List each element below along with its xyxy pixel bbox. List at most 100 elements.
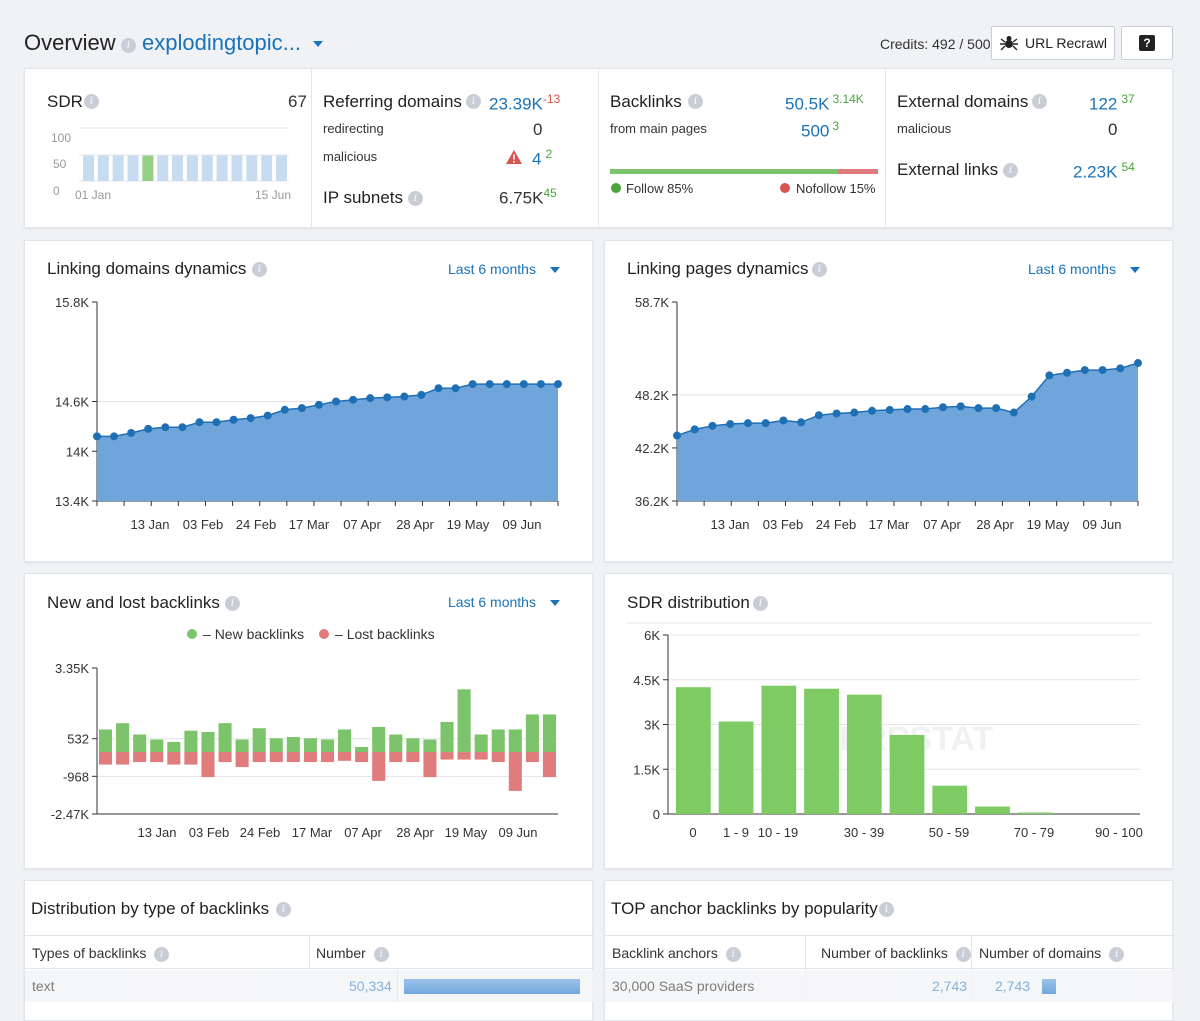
newlost-lost-bar bbox=[423, 752, 437, 778]
domains-y-tick: 15.8K bbox=[55, 295, 89, 310]
info-icon[interactable]: i bbox=[1032, 94, 1047, 109]
col-number[interactable]: Number i bbox=[316, 945, 389, 962]
newlost-new-bar bbox=[184, 730, 198, 753]
external-links-value[interactable]: 2.23K 54 bbox=[1073, 160, 1135, 183]
newlost-lost-bar bbox=[252, 752, 266, 763]
table-row[interactable]: 30,000 SaaS providers 2,743 2,743 bbox=[605, 970, 1174, 1002]
newlost-new-bar bbox=[133, 734, 147, 753]
follow-dot bbox=[611, 183, 621, 193]
linking-domains-card: Linking domains dynamics i Last 6 months… bbox=[24, 240, 593, 562]
sdr-mini-bar bbox=[97, 155, 109, 181]
sdr-x-start: 01 Jan bbox=[75, 188, 111, 202]
main-pages-number: 500 bbox=[801, 121, 830, 141]
period-dropdown[interactable]: Last 6 months bbox=[448, 261, 560, 277]
info-icon[interactable]: i bbox=[121, 38, 136, 53]
domains-point bbox=[468, 380, 477, 389]
newlost-lost-bar bbox=[218, 752, 232, 763]
domains-x-label: 07 Apr bbox=[343, 517, 381, 532]
info-icon[interactable]: i bbox=[879, 902, 894, 917]
follow-ratio-fill bbox=[610, 169, 838, 174]
newlost-new-bar bbox=[252, 728, 266, 753]
col-anchors[interactable]: Backlink anchors i bbox=[612, 945, 741, 962]
info-icon[interactable]: i bbox=[252, 262, 267, 277]
newlost-lost-bar bbox=[167, 752, 181, 765]
newlost-new-bar bbox=[389, 734, 403, 753]
row-domains: 2,743 bbox=[995, 978, 1031, 994]
chevron-down-icon bbox=[549, 600, 560, 607]
url-recrawl-button[interactable]: URL Recrawl bbox=[991, 26, 1115, 60]
domains-point bbox=[383, 393, 392, 402]
pages-x-label: 13 Jan bbox=[710, 517, 749, 532]
summary-divider bbox=[311, 69, 312, 229]
main-pages-value[interactable]: 500 3 bbox=[801, 119, 839, 142]
newlost-new-bar bbox=[116, 723, 130, 753]
info-icon[interactable]: i bbox=[466, 94, 481, 109]
newlost-x-label: 13 Jan bbox=[137, 825, 176, 840]
info-icon[interactable]: i bbox=[408, 191, 423, 206]
malicious-number: 4 bbox=[532, 149, 542, 169]
main-pages-label: from main pages bbox=[610, 121, 707, 136]
newlost-lost-bar bbox=[338, 752, 352, 761]
row-domains-bar bbox=[1042, 979, 1056, 994]
domains-point bbox=[280, 405, 289, 414]
newlost-lost-bar bbox=[116, 752, 130, 765]
pages-point bbox=[708, 421, 717, 430]
help-button[interactable]: ? bbox=[1121, 26, 1173, 60]
legend-new-text: New backlinks bbox=[214, 626, 305, 642]
info-icon[interactable]: i bbox=[812, 262, 827, 277]
domain-selector[interactable]: explodingtopic... bbox=[142, 30, 323, 56]
newlost-x-label: 19 May bbox=[445, 825, 488, 840]
summary-divider bbox=[598, 69, 599, 229]
pages-x-label: 17 Mar bbox=[869, 517, 910, 532]
col-types-label: Types of backlinks bbox=[32, 945, 147, 961]
sdr-dist-bar bbox=[889, 734, 925, 814]
domain-selector-label: explodingtopic... bbox=[142, 30, 301, 55]
sdr-mini-bar bbox=[112, 155, 124, 181]
pages-point bbox=[1063, 368, 1072, 377]
domains-point bbox=[349, 395, 358, 404]
period-dropdown[interactable]: Last 6 months bbox=[1028, 261, 1140, 277]
linking-domains-title: Linking domains dynamics bbox=[47, 259, 247, 278]
info-icon[interactable]: i bbox=[276, 902, 291, 917]
sdr-distribution-card: SDR distribution i 6K4.5K3K1.5K0SERPSTAT… bbox=[604, 573, 1173, 869]
col-backlinks[interactable]: Number of backlinks i bbox=[821, 945, 971, 962]
backlinks-number: 50.5K bbox=[785, 94, 830, 114]
newlost-new-bar bbox=[269, 738, 283, 753]
newlost-lost-bar bbox=[286, 752, 300, 763]
period-dropdown[interactable]: Last 6 months bbox=[448, 594, 560, 610]
pages-x-label: 28 Apr bbox=[976, 517, 1014, 532]
sdr-dist-x-label: 10 - 19 bbox=[758, 825, 798, 840]
newlost-lost-bar bbox=[508, 752, 522, 791]
external-links-number: 2.23K bbox=[1073, 162, 1118, 182]
info-icon[interactable]: i bbox=[225, 596, 240, 611]
col-types[interactable]: Types of backlinks i bbox=[32, 945, 170, 962]
col-domains[interactable]: Number of domains i bbox=[979, 945, 1125, 962]
info-icon[interactable]: i bbox=[688, 94, 703, 109]
sdr-dist-y-tick: 0 bbox=[653, 807, 660, 822]
spider-icon bbox=[1000, 36, 1019, 51]
table-row[interactable]: text 50,334 bbox=[25, 970, 594, 1002]
info-icon[interactable]: i bbox=[84, 94, 99, 109]
external-links-delta: 54 bbox=[1121, 160, 1135, 174]
newlost-y-tick: -2.47K bbox=[51, 807, 90, 822]
legend-new-dot bbox=[187, 629, 197, 639]
referring-domains-delta: -13 bbox=[542, 92, 561, 106]
domains-x-label: 03 Feb bbox=[183, 517, 223, 532]
follow-label: Follow 85% bbox=[626, 181, 694, 196]
domains-point bbox=[332, 397, 341, 406]
external-domains-label: External domains bbox=[897, 92, 1029, 111]
sdr-dist-x-label: 30 - 39 bbox=[844, 825, 884, 840]
info-icon[interactable]: i bbox=[1003, 163, 1018, 178]
domains-y-tick: 14K bbox=[66, 444, 89, 459]
legend-lost-dot bbox=[319, 629, 329, 639]
referring-domains-value[interactable]: 23.39K-13 bbox=[489, 92, 560, 115]
backlinks-value[interactable]: 50.5K 3.14K bbox=[785, 92, 864, 115]
external-domains-value[interactable]: 122 37 bbox=[1089, 92, 1135, 115]
pages-point bbox=[726, 420, 735, 429]
page-title: Overview bbox=[24, 30, 116, 55]
domains-point bbox=[400, 392, 409, 401]
pages-point bbox=[673, 431, 681, 440]
linking-pages-title: Linking pages dynamics bbox=[627, 259, 809, 278]
info-icon[interactable]: i bbox=[753, 596, 768, 611]
